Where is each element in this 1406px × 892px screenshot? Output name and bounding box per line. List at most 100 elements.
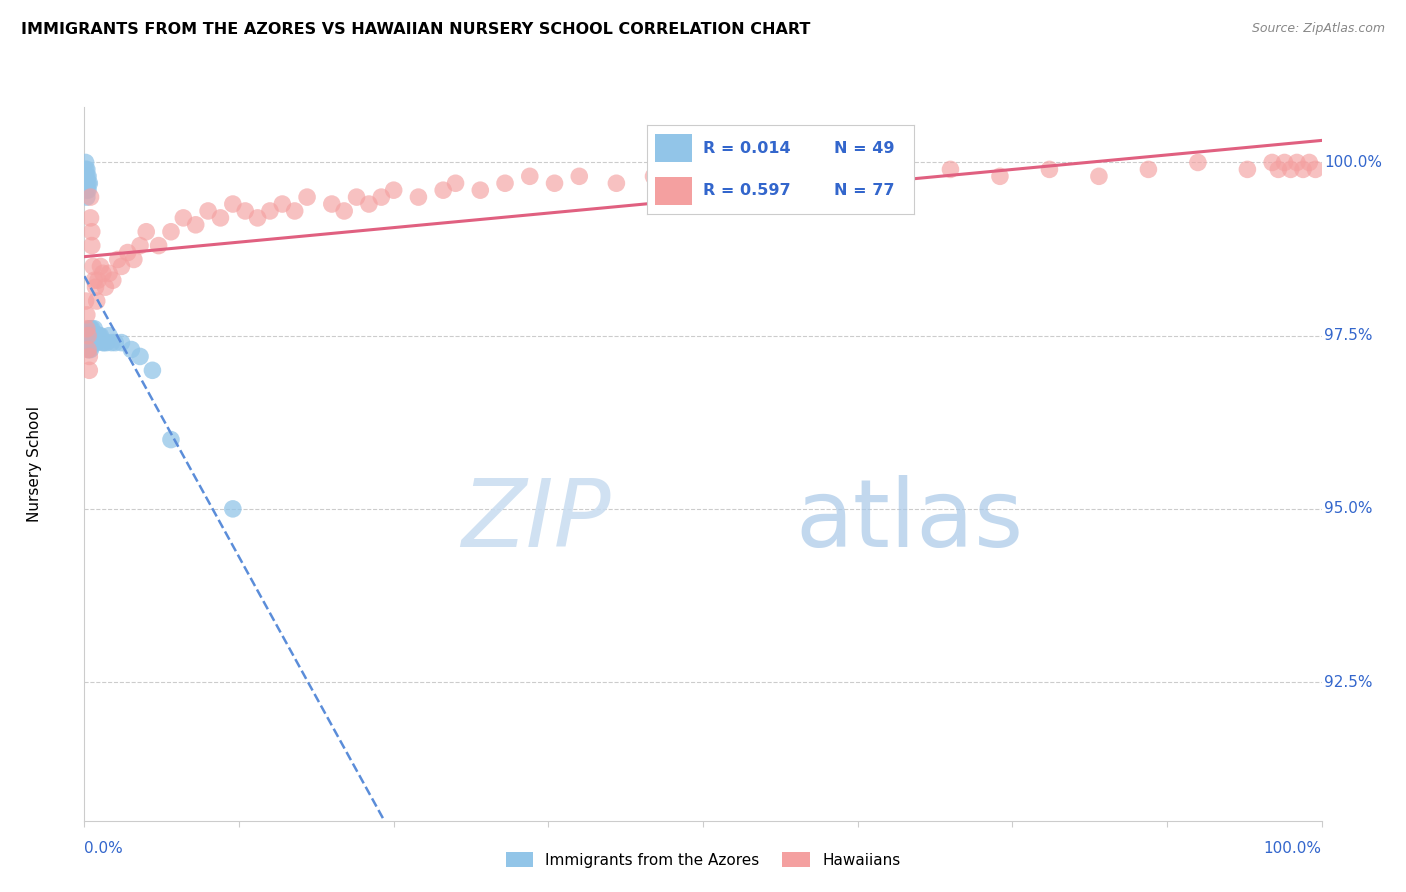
Point bbox=[76, 322, 98, 336]
Point bbox=[184, 218, 207, 232]
Point bbox=[76, 308, 98, 322]
Point bbox=[94, 280, 117, 294]
Point bbox=[209, 211, 232, 225]
Point bbox=[91, 335, 114, 350]
Point bbox=[543, 176, 565, 190]
Point bbox=[77, 183, 100, 197]
Text: N = 49: N = 49 bbox=[834, 141, 894, 155]
Point bbox=[79, 211, 101, 225]
Point bbox=[1137, 162, 1160, 177]
Point bbox=[86, 328, 108, 343]
Bar bbox=[655, 134, 692, 162]
Point bbox=[470, 183, 492, 197]
Point bbox=[679, 176, 702, 190]
Point bbox=[222, 197, 245, 211]
Point bbox=[79, 190, 101, 204]
Point bbox=[494, 176, 516, 190]
Point bbox=[890, 169, 912, 184]
Point bbox=[246, 211, 269, 225]
Point bbox=[84, 280, 107, 294]
Text: 100.0%: 100.0% bbox=[1324, 155, 1382, 170]
Point bbox=[79, 322, 101, 336]
Point bbox=[519, 169, 541, 184]
Point bbox=[77, 343, 100, 357]
Point bbox=[76, 162, 98, 177]
Text: Source: ZipAtlas.com: Source: ZipAtlas.com bbox=[1251, 22, 1385, 36]
Point bbox=[80, 238, 103, 252]
Text: atlas: atlas bbox=[796, 475, 1024, 567]
Point bbox=[1292, 162, 1315, 177]
Point bbox=[75, 162, 97, 177]
Point bbox=[76, 190, 98, 204]
Point bbox=[87, 328, 110, 343]
Point bbox=[295, 190, 318, 204]
Point bbox=[643, 169, 665, 184]
Point bbox=[77, 328, 100, 343]
Point bbox=[172, 211, 194, 225]
Point bbox=[77, 343, 100, 357]
Point bbox=[80, 225, 103, 239]
Text: R = 0.014: R = 0.014 bbox=[703, 141, 790, 155]
Point bbox=[79, 363, 101, 377]
Point bbox=[1267, 162, 1289, 177]
Point bbox=[110, 335, 132, 350]
Point bbox=[89, 328, 111, 343]
Point bbox=[96, 335, 118, 350]
Point bbox=[86, 335, 108, 350]
Point bbox=[77, 335, 100, 350]
Point bbox=[408, 190, 430, 204]
Point bbox=[259, 204, 281, 219]
Point bbox=[160, 433, 183, 447]
Point bbox=[271, 197, 294, 211]
Point bbox=[104, 335, 127, 350]
Point bbox=[79, 343, 101, 357]
Text: Nursery School: Nursery School bbox=[27, 406, 42, 522]
Point bbox=[76, 176, 98, 190]
Point bbox=[77, 169, 100, 184]
Text: N = 77: N = 77 bbox=[834, 184, 894, 198]
Point bbox=[76, 183, 98, 197]
Point bbox=[321, 197, 343, 211]
Point bbox=[79, 328, 101, 343]
Point bbox=[1279, 162, 1302, 177]
Point bbox=[605, 176, 627, 190]
Point bbox=[82, 335, 104, 350]
Point bbox=[98, 328, 121, 343]
Point bbox=[98, 266, 121, 280]
Point bbox=[148, 238, 170, 252]
Point bbox=[333, 204, 356, 219]
Text: 97.5%: 97.5% bbox=[1324, 328, 1372, 343]
Point bbox=[939, 162, 962, 177]
Point bbox=[160, 225, 183, 239]
Point bbox=[1274, 155, 1296, 169]
Point bbox=[83, 328, 105, 343]
Point bbox=[141, 363, 163, 377]
Point bbox=[75, 293, 97, 308]
Text: IMMIGRANTS FROM THE AZORES VS HAWAIIAN NURSERY SCHOOL CORRELATION CHART: IMMIGRANTS FROM THE AZORES VS HAWAIIAN N… bbox=[21, 22, 810, 37]
Point bbox=[77, 176, 100, 190]
Point bbox=[89, 260, 111, 274]
Point bbox=[83, 335, 105, 350]
Point bbox=[100, 335, 122, 350]
Point bbox=[89, 328, 111, 343]
Point bbox=[1298, 155, 1320, 169]
Point bbox=[80, 328, 103, 343]
Point bbox=[83, 273, 105, 287]
Point bbox=[370, 190, 392, 204]
Point bbox=[80, 335, 103, 350]
Point bbox=[93, 335, 115, 350]
Point bbox=[382, 183, 405, 197]
Point bbox=[75, 169, 97, 184]
Point bbox=[284, 204, 307, 219]
Point bbox=[568, 169, 591, 184]
Point bbox=[122, 252, 145, 267]
Point bbox=[117, 245, 139, 260]
Bar bbox=[655, 177, 692, 205]
Text: 0.0%: 0.0% bbox=[84, 841, 124, 856]
Point bbox=[77, 328, 100, 343]
Point bbox=[129, 350, 152, 364]
Point bbox=[84, 328, 107, 343]
Point bbox=[82, 260, 104, 274]
Point bbox=[754, 176, 776, 190]
Point bbox=[346, 190, 368, 204]
